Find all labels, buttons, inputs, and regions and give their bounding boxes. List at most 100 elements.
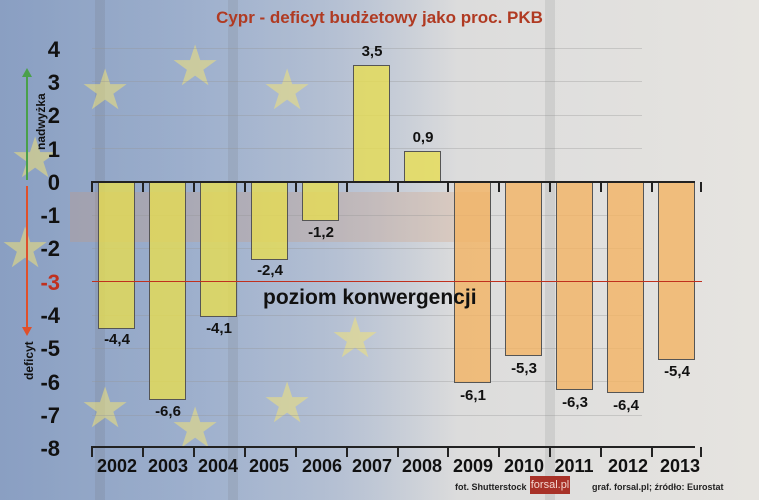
axis-tick <box>447 447 449 457</box>
x-tick-label: 2009 <box>452 456 494 476</box>
value-label: -1,2 <box>308 224 334 241</box>
gridline <box>92 348 642 349</box>
bar-2006 <box>302 182 339 221</box>
value-label: 3,5 <box>361 43 383 60</box>
bar-2003 <box>149 182 186 400</box>
star-icon: ★ <box>330 306 381 369</box>
value-label: -5,3 <box>511 360 537 377</box>
value-label: 0,9 <box>412 129 434 146</box>
y-tick-label: -7 <box>40 403 60 428</box>
deficit-arrow-icon <box>22 186 32 336</box>
axis-tick <box>142 182 144 192</box>
star-icon: ★ <box>170 34 221 97</box>
bottom-axis <box>91 446 695 448</box>
x-tick-label: 2006 <box>301 456 343 476</box>
bar-2010 <box>505 182 542 356</box>
value-label: -6,6 <box>155 403 181 420</box>
axis-tick <box>244 182 246 192</box>
star-icon: ★ <box>262 371 313 434</box>
wood-plank-line <box>545 0 555 500</box>
axis-tick <box>549 182 551 192</box>
axis-tick <box>91 447 93 457</box>
bar-2007 <box>353 65 390 182</box>
axis-tick <box>600 182 602 192</box>
value-label: -6,3 <box>562 394 588 411</box>
axis-tick <box>700 182 702 192</box>
axis-tick <box>193 182 195 192</box>
x-tick-label: 2012 <box>607 456 649 476</box>
axis-tick <box>549 447 551 457</box>
bar-2009 <box>454 182 491 383</box>
x-tick-label: 2010 <box>503 456 545 476</box>
gridline <box>92 248 642 249</box>
bar-2004 <box>200 182 237 317</box>
bar-2005 <box>251 182 288 260</box>
source-note: graf. forsal.pl; źródło: Eurostat <box>592 482 724 492</box>
axis-tick <box>397 182 399 192</box>
y-tick-label: 1 <box>47 137 60 162</box>
photo-credit: fot. Shutterstock <box>455 482 527 492</box>
zero-axis <box>91 181 695 183</box>
y-tick-label: 0 <box>47 170 60 195</box>
x-tick-label: 2011 <box>554 456 594 476</box>
forsal-logo: forsal.pl <box>530 476 570 494</box>
bar-2011 <box>556 182 593 390</box>
star-icon: ★ <box>10 126 61 189</box>
value-label: -4,1 <box>206 320 232 337</box>
axis-tick <box>295 182 297 192</box>
y-tick-label: -2 <box>40 236 60 261</box>
star-icon: ★ <box>262 58 313 121</box>
bar-2002 <box>98 182 135 329</box>
axis-tick <box>700 447 702 457</box>
x-tick-label: 2003 <box>147 456 189 476</box>
gridline <box>92 315 642 316</box>
x-tick-label: 2004 <box>197 456 239 476</box>
y-tick-label: -5 <box>40 336 60 361</box>
chart-title: Cypr - deficyt budżetowy jako proc. PKB <box>216 8 543 27</box>
y-tick-label: -4 <box>40 303 60 328</box>
x-tick-label: 2007 <box>351 456 393 476</box>
value-label: -4,4 <box>104 331 130 348</box>
convergence-line <box>92 281 702 282</box>
value-label: -5,4 <box>664 363 690 380</box>
bar-2008 <box>404 151 441 182</box>
gridline <box>92 215 642 216</box>
axis-tick <box>498 447 500 457</box>
y-tick-label: 2 <box>47 103 60 128</box>
axis-tick <box>346 182 348 192</box>
star-icon: ★ <box>0 216 51 279</box>
value-label: -6,1 <box>460 387 486 404</box>
surplus-label: nadwyżka <box>34 93 48 150</box>
axis-tick <box>295 447 297 457</box>
axis-tick <box>244 447 246 457</box>
y-tick-label: -6 <box>40 370 60 395</box>
x-tick-label: 2013 <box>659 456 701 476</box>
gridline <box>92 415 642 416</box>
x-tick-label: 2005 <box>248 456 290 476</box>
y-tick-label: -8 <box>40 436 60 461</box>
gridline <box>92 48 642 49</box>
x-tick-label: 2008 <box>401 456 443 476</box>
axis-tick <box>498 182 500 192</box>
convergence-label: poziom konwergencji <box>263 286 477 309</box>
y-tick-label: 3 <box>47 70 60 95</box>
bar-2013 <box>658 182 695 360</box>
value-label: -2,4 <box>257 262 283 279</box>
axis-tick <box>447 182 449 192</box>
value-label: -6,4 <box>613 397 639 414</box>
x-tick-label: 2002 <box>96 456 138 476</box>
axis-tick <box>651 182 653 192</box>
surplus-arrow-icon <box>22 68 32 180</box>
y-tick-label: 4 <box>47 37 60 62</box>
bar-2012 <box>607 182 644 393</box>
deficit-label: deficyt <box>22 341 36 380</box>
star-icon: ★ <box>80 376 131 439</box>
y-tick-label: -1 <box>40 203 60 228</box>
axis-tick <box>651 447 653 457</box>
star-icon: ★ <box>80 58 131 121</box>
axis-tick <box>142 447 144 457</box>
axis-tick <box>397 447 399 457</box>
axis-tick <box>346 447 348 457</box>
gridline <box>92 381 642 382</box>
